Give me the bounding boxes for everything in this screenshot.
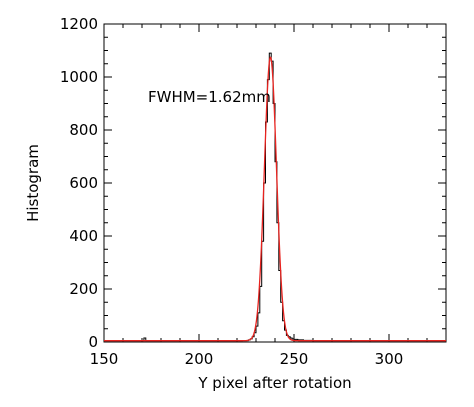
tick-labels: 150 200 250 300 0 200 400 600 800 1000 1200 — [60, 15, 404, 368]
fwhm-annotation: FWHM=1.62mm — [148, 88, 271, 106]
y-tick-label: 400 — [69, 227, 98, 245]
x-tick-label: 200 — [185, 350, 214, 368]
gaussian-fit-series — [104, 56, 446, 342]
y-tick-label: 800 — [69, 121, 98, 139]
plot-frame — [103, 23, 447, 343]
x-tick-label: 250 — [280, 350, 309, 368]
y-tick-label: 1000 — [60, 68, 98, 86]
x-axis-label: Y pixel after rotation — [197, 374, 351, 392]
y-axis-label: Histogram — [24, 144, 42, 222]
chart-series — [104, 52, 446, 342]
x-tick-label: 300 — [375, 350, 404, 368]
y-tick-label: 200 — [69, 280, 98, 298]
x-tick-label: 150 — [90, 350, 119, 368]
axis-ticks — [103, 23, 447, 343]
y-tick-label: 600 — [69, 174, 98, 192]
y-tick-label: 0 — [88, 333, 98, 351]
y-tick-label: 1200 — [60, 15, 98, 33]
